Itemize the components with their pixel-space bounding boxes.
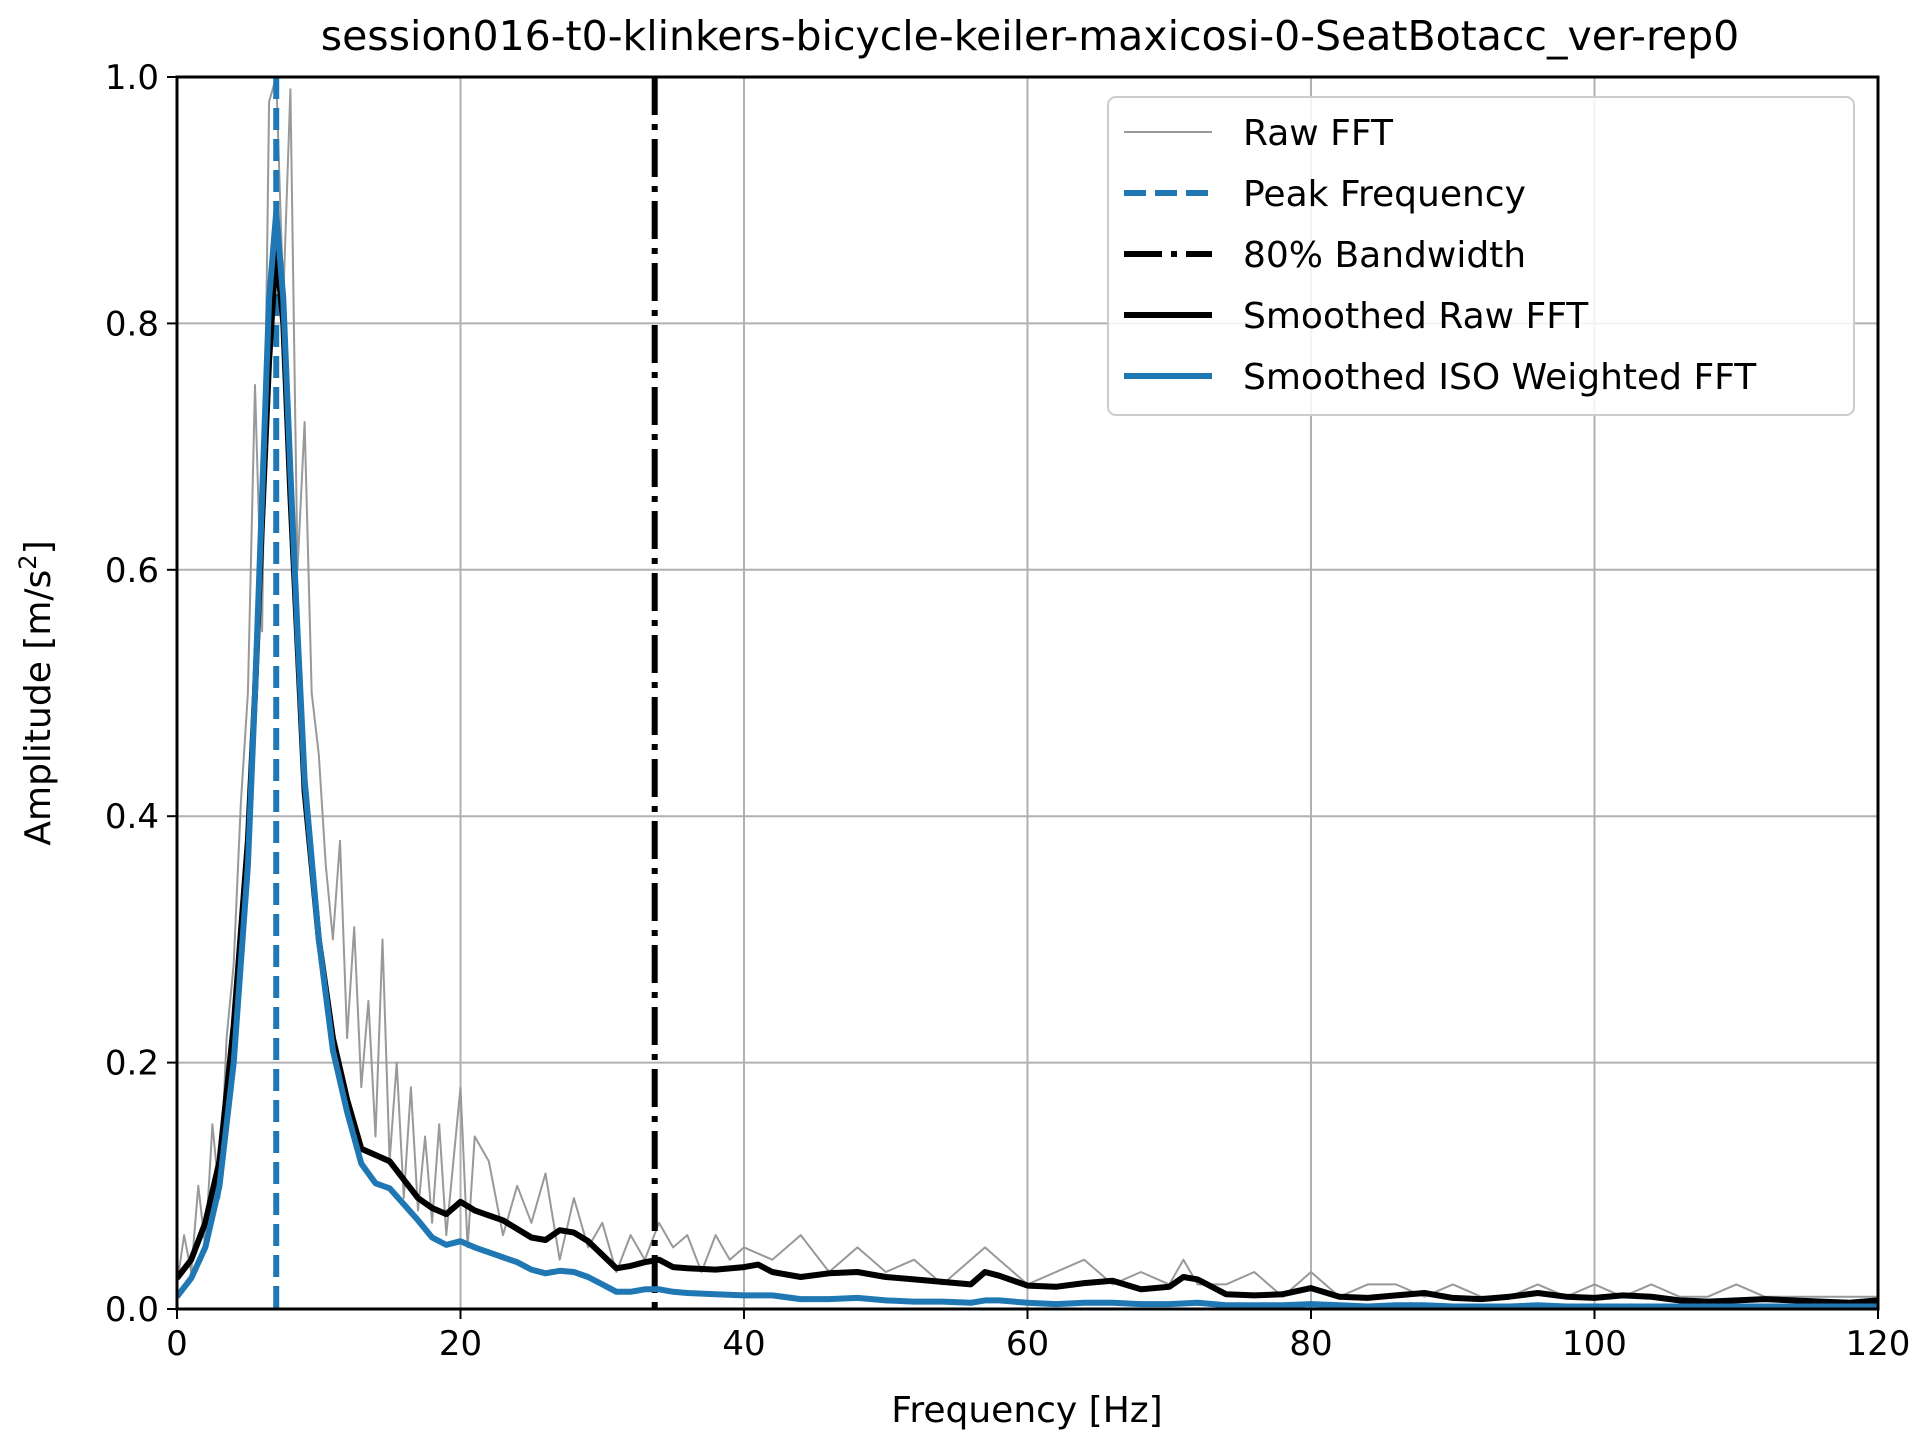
legend-box xyxy=(1107,96,1855,416)
x-axis-title: Frequency [Hz] xyxy=(891,1390,1162,1431)
x-tick-label-2: 40 xyxy=(722,1324,765,1364)
plot-area xyxy=(177,77,1878,1309)
plot-marks xyxy=(177,77,1878,1309)
x-tick-label-4: 80 xyxy=(1289,1324,1332,1364)
legend-label-bandwidth: 80% Bandwidth xyxy=(1243,235,1526,276)
legend-label-raw: Raw FFT xyxy=(1243,113,1394,154)
y-tick-label-3: 0.6 xyxy=(105,551,159,591)
y-axis-title: Amplitude [m/s2] xyxy=(14,540,59,845)
legend-label-smoothed_raw: Smoothed Raw FFT xyxy=(1243,296,1589,337)
legend: Raw FFT Peak Frequency 80% Bandwidth Smooth… xyxy=(1107,96,1855,416)
series-smoothed-iso-weighted-fft xyxy=(177,209,1878,1309)
y-tick-label-0: 0.0 xyxy=(105,1290,159,1330)
x-tick-label-5: 100 xyxy=(1562,1324,1627,1364)
y-axis-title-sup: 2 xyxy=(14,554,42,569)
y-tick-label-1: 0.2 xyxy=(105,1044,159,1084)
x-tick-label-1: 20 xyxy=(439,1324,482,1364)
y-tick-label-4: 0.8 xyxy=(105,304,159,344)
y-tick-label-2: 0.4 xyxy=(105,797,159,837)
x-tick-label-6: 120 xyxy=(1846,1324,1911,1364)
series-raw-fft xyxy=(177,77,1878,1298)
y-axis: 0.0 0.2 0.4 0.6 0.8 1.0 xyxy=(105,58,177,1330)
legend-label-smoothed_iso: Smoothed ISO Weighted FFT xyxy=(1243,357,1757,398)
y-axis-title-end: ] xyxy=(18,540,59,554)
y-tick-label-5: 1.0 xyxy=(105,58,159,98)
legend-label-peak: Peak Frequency xyxy=(1243,174,1526,215)
x-tick-label-0: 0 xyxy=(166,1324,188,1364)
x-axis: 0 20 40 60 80 100 120 xyxy=(166,1309,1910,1364)
chart-title: session016-t0-klinkers-bicycle-keiler-ma… xyxy=(321,12,1740,60)
x-tick-label-3: 60 xyxy=(1006,1324,1049,1364)
y-axis-title-main: Amplitude [m/s xyxy=(18,570,59,846)
